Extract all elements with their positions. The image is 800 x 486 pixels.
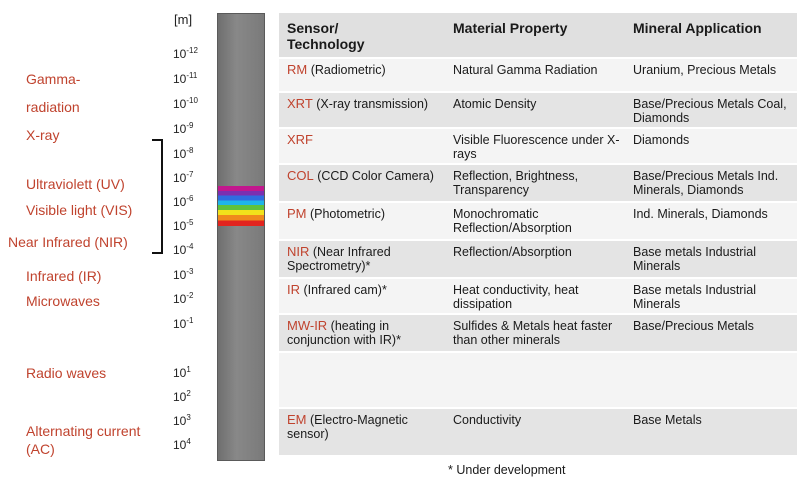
optical-range-bracket bbox=[152, 139, 163, 254]
application-cell: Uranium, Precious Metals bbox=[633, 63, 777, 77]
sensor-abbr: NIR bbox=[287, 244, 310, 259]
header-application: Mineral Application bbox=[633, 20, 762, 36]
tick-label: 10-5 bbox=[173, 218, 194, 234]
property-cell: Sulfides & Metals heat faster than other… bbox=[453, 319, 613, 347]
table-row: IR (Infrared cam)* Heat conductivity, he… bbox=[279, 279, 797, 313]
table-row: PM (Photometric) Monochromatic Reflectio… bbox=[279, 203, 797, 239]
band-label-microwaves: Microwaves bbox=[26, 293, 100, 309]
application-cell: Base Metals bbox=[633, 413, 702, 427]
property-cell: Heat conductivity, heat dissipation bbox=[453, 283, 579, 311]
tick-label: 10-6 bbox=[173, 194, 194, 210]
sensor-abbr: IR bbox=[287, 282, 300, 297]
table-row: EM (Electro-Magnetic sensor) Conductivit… bbox=[279, 409, 797, 455]
property-cell: Conductivity bbox=[453, 413, 522, 427]
application-cell: Base/Precious Metals bbox=[633, 319, 754, 333]
tick-label: 103 bbox=[173, 413, 191, 429]
sensor-abbr: MW-IR bbox=[287, 318, 328, 333]
application-cell: Diamonds bbox=[633, 133, 690, 147]
application-cell: Base metals Industrial Minerals bbox=[633, 245, 756, 273]
application-cell: Base/Precious Metals Ind. Minerals, Diam… bbox=[633, 169, 779, 197]
band-label-ac: Alternating current bbox=[26, 423, 141, 439]
property-cell: Monochromatic Reflection/Absorption bbox=[453, 207, 572, 235]
tick-label: 10-4 bbox=[173, 242, 194, 258]
sensor-desc: (Radiometric) bbox=[307, 63, 386, 77]
sensor-desc: (heating in conjunction with IR)* bbox=[287, 319, 401, 347]
sensor-cell: NIR (Near Infrared Spectrometry)* bbox=[287, 244, 447, 274]
band-label-gamma: Gamma- bbox=[26, 71, 81, 87]
sensor-abbr: XRT bbox=[287, 96, 313, 111]
property-cell: Reflection/Absorption bbox=[453, 245, 572, 259]
sensor-desc: (X-ray transmission) bbox=[312, 97, 429, 111]
band-label-ir: Infrared (IR) bbox=[26, 268, 102, 284]
band-label-uv: Ultraviolett (UV) bbox=[26, 176, 125, 192]
header-property: Material Property bbox=[453, 20, 568, 36]
tick-label: 10-8 bbox=[173, 146, 194, 162]
band-label-ac-abbr: (AC) bbox=[26, 441, 55, 457]
sensor-abbr: XRF bbox=[287, 132, 313, 147]
table-row: XRF Visible Fluorescence under X-rays Di… bbox=[279, 129, 797, 163]
visible-spectrum-band bbox=[218, 186, 264, 226]
sensor-cell: XRT (X-ray transmission) bbox=[287, 96, 447, 112]
band-label-gamma-cont: radiation bbox=[26, 99, 80, 115]
tick-label: 10-12 bbox=[173, 46, 198, 62]
property-cell: Atomic Density bbox=[453, 97, 537, 111]
application-cell: Base/Precious Metals Coal, Diamonds bbox=[633, 97, 787, 125]
sensor-cell: COL (CCD Color Camera) bbox=[287, 168, 447, 184]
property-cell: Natural Gamma Radiation bbox=[453, 63, 598, 77]
tick-label: 104 bbox=[173, 437, 191, 453]
application-cell: Ind. Minerals, Diamonds bbox=[633, 207, 768, 221]
table-row: COL (CCD Color Camera) Reflection, Brigh… bbox=[279, 165, 797, 201]
tick-label: 10-11 bbox=[173, 71, 198, 87]
tick-label: 10-9 bbox=[173, 121, 194, 137]
sensor-cell: EM (Electro-Magnetic sensor) bbox=[287, 412, 447, 442]
table-row: RM (Radiometric) Natural Gamma Radiation… bbox=[279, 59, 797, 91]
sensor-desc: (Near Infrared Spectrometry)* bbox=[287, 245, 391, 273]
sensor-desc: (CCD Color Camera) bbox=[313, 169, 434, 183]
table-header: Sensor/ Technology Material Property Min… bbox=[279, 13, 797, 57]
sensor-abbr: COL bbox=[287, 168, 314, 183]
sensor-cell: IR (Infrared cam)* bbox=[287, 282, 447, 298]
sensor-cell: RM (Radiometric) bbox=[287, 62, 447, 78]
tick-label: 102 bbox=[173, 389, 191, 405]
sensor-abbr: EM bbox=[287, 412, 307, 427]
sensor-abbr: PM bbox=[287, 206, 307, 221]
footnote: * Under development bbox=[448, 463, 566, 477]
sensor-cell: XRF bbox=[287, 133, 447, 147]
property-cell: Reflection, Brightness, Transparency bbox=[453, 169, 579, 197]
table-row bbox=[279, 353, 797, 407]
band-label-radio: Radio waves bbox=[26, 365, 107, 381]
sensor-cell: PM (Photometric) bbox=[287, 206, 447, 222]
tick-label: 101 bbox=[173, 365, 191, 381]
spectrum-bar bbox=[217, 13, 265, 461]
property-cell: Visible Fluorescence under X-rays bbox=[453, 133, 620, 161]
tick-label: 10-7 bbox=[173, 170, 194, 186]
tick-label: 10-10 bbox=[173, 96, 198, 112]
table-row: NIR (Near Infrared Spectrometry)* Reflec… bbox=[279, 241, 797, 277]
band-label-vis: Visible light (VIS) bbox=[26, 202, 133, 218]
sensor-desc: (Photometric) bbox=[306, 207, 385, 221]
band-label-nir: Near Infrared (NIR) bbox=[8, 234, 128, 250]
sensor-cell: MW-IR (heating in conjunction with IR)* bbox=[287, 318, 447, 348]
application-cell: Base metals Industrial Minerals bbox=[633, 283, 756, 311]
table-row: MW-IR (heating in conjunction with IR)* … bbox=[279, 315, 797, 351]
sensor-abbr: RM bbox=[287, 62, 308, 77]
band-label-xray: X-ray bbox=[26, 127, 60, 143]
header-sensor: Sensor/ Technology bbox=[287, 20, 365, 52]
tick-label: 10-1 bbox=[173, 316, 194, 332]
tick-label: 10-2 bbox=[173, 291, 194, 307]
tick-label: 10-3 bbox=[173, 267, 194, 283]
axis-unit-label: [m] bbox=[174, 12, 193, 27]
sensor-desc: (Electro-Magnetic sensor) bbox=[287, 413, 408, 441]
sensor-desc: (Infrared cam)* bbox=[300, 283, 387, 297]
table-row: XRT (X-ray transmission) Atomic Density … bbox=[279, 93, 797, 127]
